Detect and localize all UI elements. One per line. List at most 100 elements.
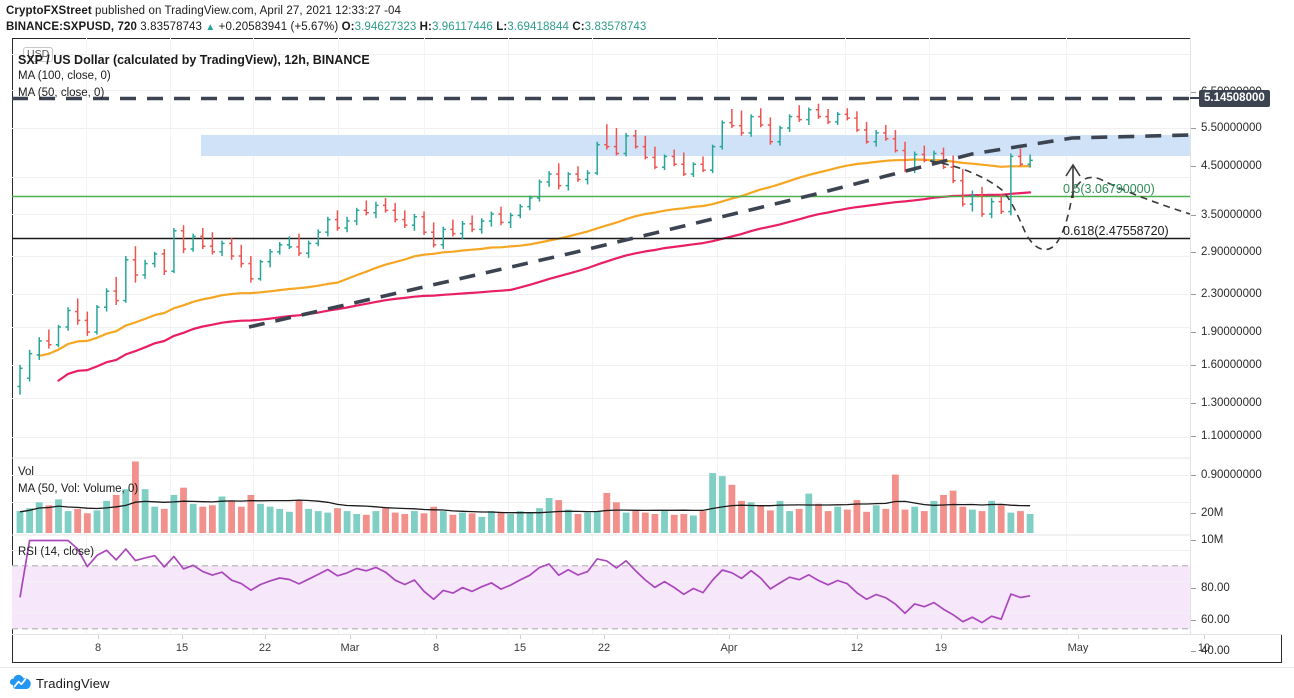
ohlc-bar [190, 233, 196, 252]
volume-bar [1017, 511, 1024, 533]
price-scale-label: 80.00 [1201, 582, 1230, 594]
price-scale-tick [1191, 92, 1196, 93]
quote-symbol: BINANCE:SXPUSD, 720 [6, 21, 137, 33]
volume-bar [411, 511, 418, 533]
ohlc-bar [825, 109, 831, 125]
ohlc-bar [257, 259, 264, 281]
volume-bar [622, 512, 630, 533]
ohlc-bar [440, 226, 446, 249]
price-scale-label: 2.90000000 [1201, 246, 1262, 258]
volume-bar [690, 515, 697, 533]
volume-bar [901, 509, 909, 533]
time-axis-label: 22 [597, 642, 611, 654]
volume-bar [286, 511, 293, 533]
ohlc-bar [132, 246, 139, 283]
price-scale-label: 1.10000000 [1201, 430, 1262, 442]
volume-bar [74, 508, 82, 533]
close-label: C: [572, 21, 585, 33]
ohlc-bar [286, 236, 292, 249]
volume-bar [651, 514, 659, 533]
volume-bar [641, 512, 649, 533]
projection-path-dashed [929, 160, 1190, 251]
ohlc-bar [267, 249, 273, 268]
ohlc-bar [671, 149, 677, 167]
ohlc-bar [584, 170, 591, 185]
volume-bar [872, 505, 880, 533]
time-axis-tick [1204, 635, 1205, 639]
open-label: O: [341, 21, 355, 33]
price-scale-tick [1191, 365, 1196, 366]
volume-bar [949, 490, 957, 533]
volume-bar [93, 510, 101, 533]
legend-ma50[interactable]: MA (50, close, 0) [18, 87, 105, 99]
price-scale-tick [1191, 166, 1196, 167]
ohlc-bar [536, 179, 543, 202]
price-scale-tick [1191, 651, 1196, 652]
volume-bar [420, 513, 428, 533]
rising-trendline-dashed [248, 133, 1190, 329]
high-value: 3.96117446 [432, 21, 493, 33]
ohlc-bar [950, 155, 956, 184]
ohlc-bar [94, 305, 100, 335]
price-scale-label: 20M [1201, 507, 1224, 519]
ohlc-bar [989, 197, 995, 219]
ohlc-bar [161, 249, 167, 275]
price-scale-label: 1.90000000 [1201, 326, 1262, 338]
price-scale-tick [1191, 588, 1196, 589]
chart-plot-area[interactable] [12, 38, 1190, 634]
ohlc-bar [633, 129, 639, 149]
ohlc-bar [921, 145, 927, 163]
time-axis-label: 15 [175, 642, 189, 654]
volume-bar [988, 500, 995, 533]
volume-bar [103, 500, 110, 533]
time-axis-tick [98, 635, 99, 639]
ohlc-bar [565, 172, 571, 191]
ohlc-bar [892, 129, 899, 153]
legend-ma100[interactable]: MA (100, close, 0) [18, 70, 111, 82]
ohlc-bar [152, 251, 158, 268]
volume-bar [478, 516, 486, 533]
ohlc-bar [325, 216, 331, 237]
volume-bar [83, 513, 91, 533]
chart-canvas[interactable] [12, 38, 1190, 634]
ohlc-bar [46, 329, 52, 349]
price-scale-tick [1191, 252, 1196, 253]
currency-badge: USD [23, 47, 54, 62]
time-axis-tick [941, 635, 942, 639]
legend-rsi[interactable]: RSI (14, close) [18, 546, 95, 558]
price-scale-tick [1191, 294, 1196, 295]
ohlc-bar [354, 207, 360, 226]
volume-bar [699, 511, 707, 533]
volume-bar [401, 514, 409, 533]
ohlc-bar [796, 105, 802, 122]
ohlc-bar [738, 110, 745, 136]
ohlc-bar [113, 276, 119, 305]
volume-bar [314, 511, 322, 533]
ohlc-bar [171, 228, 177, 274]
ohlc-bar [1027, 154, 1033, 168]
volume-bar [767, 510, 774, 533]
volume-bar [969, 509, 976, 533]
legend-volume[interactable]: Vol [18, 466, 34, 478]
ohlc-bar [815, 103, 822, 119]
price-scale[interactable]: 6.500000005.500000004.500000003.50000000… [1190, 38, 1282, 657]
time-axis-label: 10 [1197, 642, 1211, 654]
volume-bar [237, 506, 245, 533]
price-scale-label: 2.30000000 [1201, 288, 1262, 300]
ohlc-bar [344, 216, 350, 233]
price-scale-label: 60.00 [1201, 614, 1230, 626]
time-axis[interactable]: 8 15 22 Mar 8 15 22 Apr 12 19 May 10 [12, 634, 1282, 662]
volume-bar [593, 511, 601, 533]
volume-bar [738, 500, 745, 533]
volume-bar [122, 489, 130, 533]
quote-change: +0.20583941 (+5.67%) [218, 21, 339, 33]
ohlc-bar [229, 237, 235, 260]
ohlc-bar [373, 201, 379, 219]
ohlc-bar [402, 210, 408, 228]
price-scale-tick [1191, 620, 1196, 621]
time-axis-tick [604, 635, 605, 639]
legend-volume-ma[interactable]: MA (50, Vol: Volume, 0) [18, 483, 139, 495]
volume-bar [295, 500, 303, 533]
ohlc-bar [469, 215, 475, 233]
volume-bar [834, 506, 842, 533]
